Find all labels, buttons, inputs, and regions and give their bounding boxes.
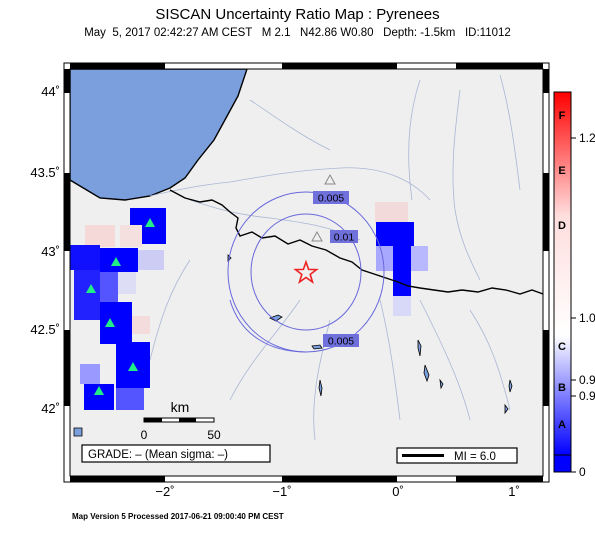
contour-label: 0.005 (328, 336, 354, 348)
grade-letter: B (558, 382, 566, 394)
station-triangle-icon (111, 257, 121, 266)
uncertainty-contours (227, 191, 385, 353)
colorbar: F E D C B A 1.2 1.0 0.9 0.9 0 (553, 91, 595, 479)
station-triangle-icon (324, 173, 336, 185)
map-area: 0.005 0.01 0.005 km 0 50 (70, 69, 543, 476)
epicenter-star-icon (293, 259, 319, 284)
ratio-grid (70, 202, 428, 410)
scale-unit: km (171, 399, 190, 415)
lat-ticks: 44˚ 43.5˚ 43˚ 42.5˚ 42˚ (30, 84, 60, 416)
station-triangle-icon (128, 362, 138, 371)
scale-tick: 50 (207, 428, 221, 442)
sea-bay-of-biscay (70, 69, 248, 201)
colorbar-values: 1.2 1.0 0.9 0.9 0 (579, 131, 595, 479)
lon-tick: 1˚ (508, 484, 520, 499)
lat-tick: 43.5˚ (30, 165, 60, 180)
contour-label: 0.01 (334, 232, 355, 244)
event-subtitle: May 5, 2017 02:42:27 AM CEST M 2.1 N42.8… (84, 27, 511, 39)
lat-tick: 43˚ (41, 244, 60, 259)
lon-tick: −1˚ (272, 484, 291, 499)
lon-tick: −2˚ (155, 484, 174, 499)
grade-letter: C (558, 341, 566, 353)
contour-label: 0.005 (318, 193, 344, 205)
mi-text: MI = 6.0 (454, 451, 496, 463)
contour-labels: 0.005 0.01 0.005 (313, 191, 359, 348)
station-triangle-icon (105, 318, 115, 327)
grade-letter: F (559, 110, 566, 122)
france-spain-border (169, 189, 543, 295)
grade-letter: A (558, 419, 566, 431)
lat-tick: 42.5˚ (30, 322, 60, 337)
station-triangle-icon (86, 284, 96, 293)
colorbar-value: 0.9 (579, 373, 595, 387)
lakes (73, 254, 513, 437)
grade-letter: D (558, 220, 566, 232)
lon-ticks: −2˚ −1˚ 0˚ 1˚ (155, 484, 519, 499)
colorbar-letters: F E D C B A (558, 110, 566, 431)
grade-text: GRADE: – (Mean sigma: –) (88, 449, 228, 461)
lat-tick: 44˚ (41, 84, 60, 99)
colorbar-ticks (571, 137, 576, 473)
colorbar-value: 1.2 (579, 131, 595, 145)
lat-tick: 42˚ (41, 401, 60, 416)
colorbar-value: 0.9 (579, 389, 595, 403)
footer-processed-text: Map Version 5 Processed 2017-06-21 09:00… (72, 512, 284, 521)
station-triangle-icon (94, 386, 104, 395)
scale-tick: 0 (141, 428, 148, 442)
grade-box: GRADE: – (Mean sigma: –) (81, 444, 271, 463)
station-triangle-icon (311, 230, 323, 242)
station-triangle-icon (145, 218, 155, 227)
map-frame (63, 62, 550, 483)
colorbar-value: 0 (579, 465, 586, 479)
stations (86, 173, 336, 395)
scale-bar: km 0 50 (141, 399, 221, 442)
colorbar-value: 1.0 (579, 311, 595, 325)
grade-letter: E (558, 165, 565, 177)
mi-legend: MI = 6.0 (396, 447, 518, 464)
map-title: SISCAN Uncertainty Ratio Map : Pyrenees (155, 6, 440, 23)
rivers (149, 74, 521, 441)
lon-tick: 0˚ (392, 484, 404, 499)
